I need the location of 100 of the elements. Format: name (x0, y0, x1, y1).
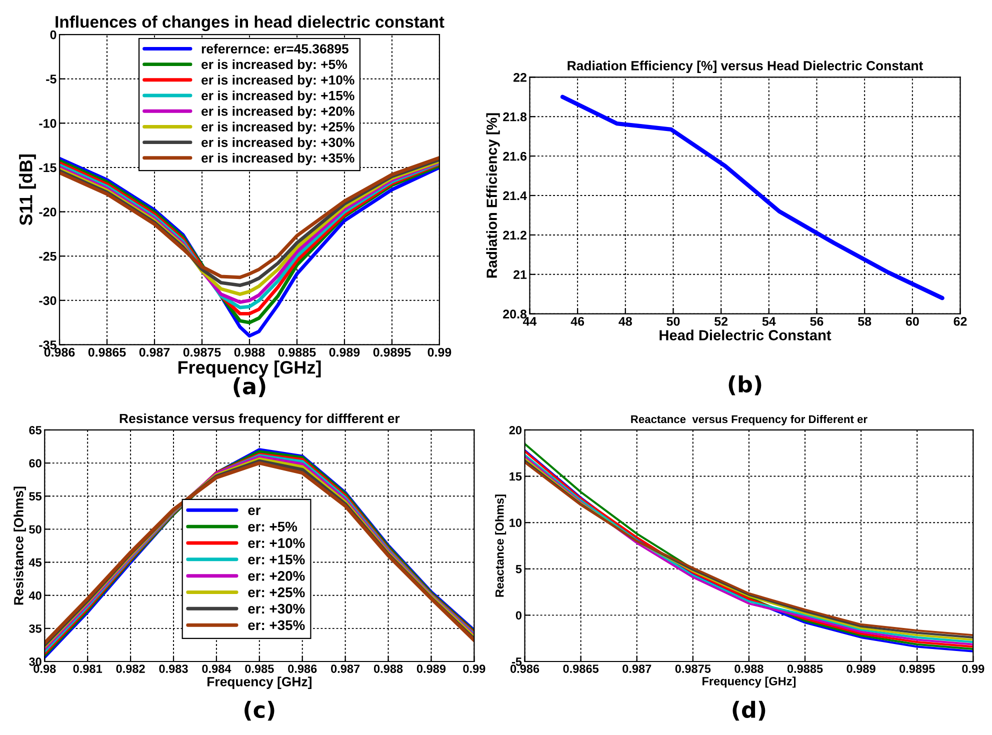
x-tick-label: 62 (954, 316, 967, 326)
chart-title: Resistance versus frequency for diffferent er (120, 413, 400, 426)
x-tick-label: 0.9875 (183, 348, 221, 357)
x-tick-label: 0.9875 (675, 664, 711, 673)
text: (c) (244, 700, 274, 721)
y-tick-label: 20.8 (503, 310, 527, 318)
y-axis-title: Resistance [Ohms] (14, 486, 26, 605)
y-tick-label: 40 (28, 591, 42, 600)
legend-label: er is increased by: +5% (202, 59, 348, 72)
y-tick-label: -25 (39, 252, 56, 261)
y-tick-label: 21.6 (503, 152, 526, 161)
text: (b) (728, 375, 762, 396)
x-tick-label: 0.987 (331, 664, 360, 673)
legend-label: er (248, 508, 261, 516)
y-tick-label: -10 (39, 118, 56, 128)
y-tick-label: 50 (29, 525, 42, 534)
x-tick-label: 46 (570, 316, 584, 326)
y-axis-title: S11 [dB] (19, 154, 36, 226)
legend-label: er is increased by: +20% (202, 106, 354, 118)
y-tick-label: 55 (29, 492, 42, 501)
x-tick-label: 0.986 (510, 664, 540, 673)
legend-label: er: +30% (248, 604, 305, 614)
x-tick-label: 0.9885 (787, 664, 823, 673)
y-tick-label: -20 (39, 208, 56, 216)
text: (d) (732, 700, 766, 721)
y-tick-label: -30 (39, 296, 56, 306)
x-tick-label: 0.99 (428, 348, 452, 357)
x-tick-label: 0.984 (202, 664, 232, 673)
x-tick-label: 0.988 (734, 664, 764, 673)
x-tick-label: 0.9865 (88, 348, 126, 357)
legend-label: er: +15% (248, 554, 305, 564)
y-axis-title: Reactance [Ohms] (495, 494, 506, 597)
text: (a) (234, 377, 266, 398)
y-axis-title: Radiation Efficiency [%] (486, 113, 500, 278)
x-tick-label: 60 (906, 316, 919, 326)
x-axis-title: Head Dielectric Constant (660, 330, 832, 340)
x-tick-label: 0.9885 (278, 348, 316, 357)
x-tick-label: 0.981 (73, 664, 102, 673)
chart-title: Radiation Efficiency [%] versus Head Dielectric Constant (568, 60, 924, 73)
x-tick-label: 0.988 (234, 348, 265, 357)
legend-label: er is increased by: +35% (202, 152, 354, 166)
y-tick-label: 0 (50, 30, 56, 40)
x-tick-label: 0.983 (159, 664, 188, 673)
x-tick-label: 0.986 (288, 664, 317, 673)
legend-label: er is increased by: +30% (202, 137, 354, 150)
y-tick-label: -5 (512, 658, 522, 666)
y-tick-label: 65 (29, 426, 42, 434)
legend-label: referernce: er=45.36895 (202, 44, 348, 54)
y-tick-label: 45 (28, 558, 42, 567)
x-axis-title: Frequency [GHz] (178, 360, 321, 378)
x-tick-label: 52 (714, 316, 728, 326)
y-tick-label: 21.2 (503, 230, 526, 240)
y-tick-label: -5 (46, 74, 56, 84)
x-tick-label: 56 (810, 316, 824, 326)
x-tick-label: 0.99 (962, 664, 984, 673)
y-tick-label: 60 (29, 459, 42, 468)
legend-label: er is increased by: +15% (202, 90, 354, 103)
x-tick-label: 50 (666, 316, 680, 326)
y-tick-label: 21 (513, 270, 527, 279)
x-tick-label: 44 (522, 317, 537, 326)
y-tick-label: 21.4 (503, 191, 527, 200)
x-tick-label: 0.982 (116, 664, 145, 673)
y-tick-label: 5 (516, 565, 522, 574)
y-tick-label: 15 (510, 472, 522, 481)
y-tick-label: 10 (510, 518, 522, 527)
legend-label: er is increased by: +10% (202, 74, 354, 88)
x-tick-label: 48 (618, 316, 632, 326)
x-tick-label: 0.98 (34, 664, 56, 673)
y-tick-label: 35 (29, 624, 42, 633)
x-tick-label: 0.987 (139, 348, 170, 357)
y-tick-label: 0 (516, 611, 522, 620)
x-axis-title: Frequency [GHz] (208, 676, 312, 689)
x-tick-label: 58 (858, 316, 872, 326)
y-tick-label: -15 (39, 163, 56, 172)
legend-label: er is increased by: +25% (202, 122, 354, 134)
x-tick-label: 0.989 (329, 348, 360, 357)
line-series (560, 94, 944, 300)
x-tick-label: 0.985 (245, 664, 274, 673)
y-tick-label: 22 (513, 72, 526, 82)
y-tick-label: 21.8 (503, 112, 527, 122)
legend-label: er: +5% (248, 522, 298, 532)
x-axis-title: Frequency [GHz] (702, 676, 796, 688)
legend-label: er: +10% (248, 538, 305, 548)
x-tick-label: 0.989 (416, 664, 446, 673)
legend-label: er: +35% (248, 620, 305, 630)
x-tick-label: 0.987 (622, 664, 652, 673)
x-tick-label: 0.986 (44, 348, 75, 357)
x-tick-label: 0.989 (846, 664, 876, 673)
x-tick-label: 0.99 (463, 664, 486, 673)
y-tick-label: -35 (39, 340, 56, 350)
x-tick-label: 0.9895 (373, 348, 411, 357)
legend-label: er: +20% (248, 570, 305, 581)
x-tick-label: 0.9895 (900, 664, 935, 673)
legend-label: er: +25% (248, 587, 305, 598)
x-tick-label: 0.988 (374, 664, 403, 673)
x-tick-label: 54 (762, 317, 776, 326)
y-tick-label: 20 (509, 426, 522, 434)
chart-title: Reactance versus Frequency for Different er (631, 414, 868, 426)
y-tick-label: 30 (29, 658, 42, 666)
x-tick-label: 0.9865 (563, 664, 599, 673)
